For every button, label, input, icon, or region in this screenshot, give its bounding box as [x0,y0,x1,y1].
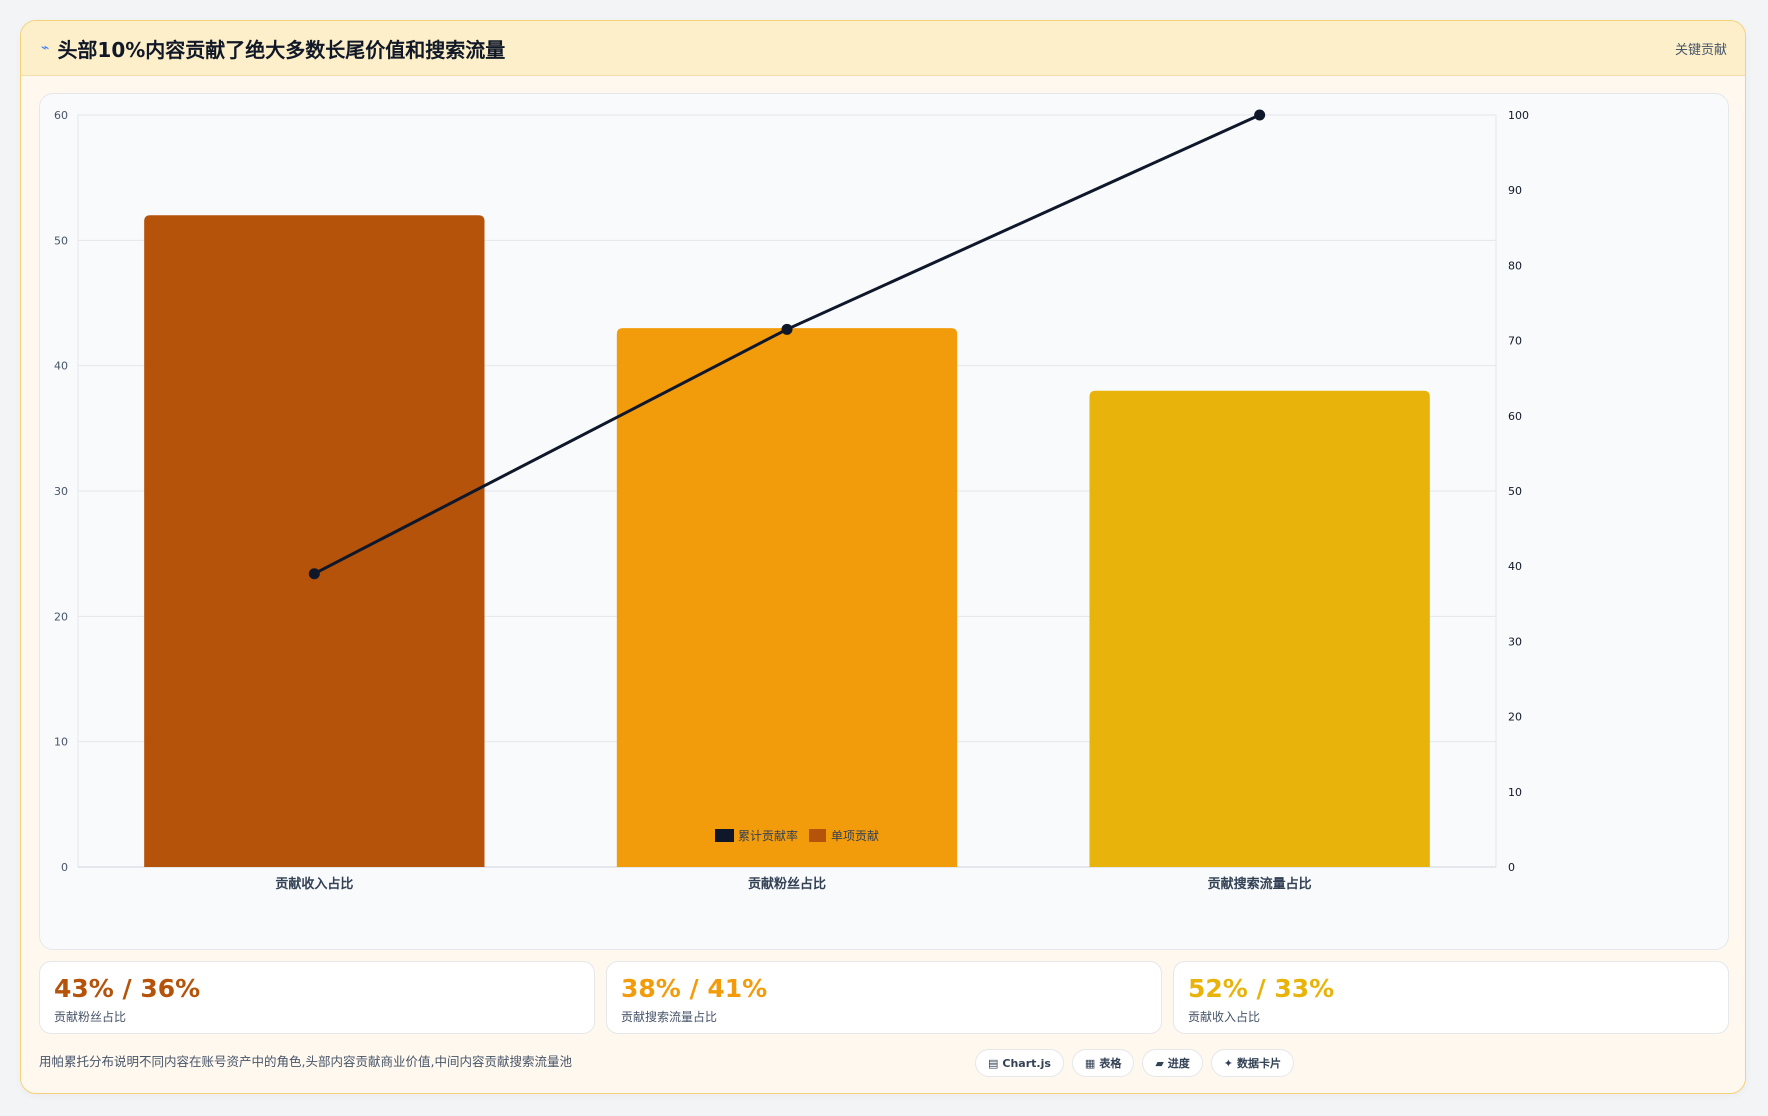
report-card: ⌁ 头部10%内容贡献了绝大多数长尾价值和搜索流量 关键贡献 0 10 20 30 40… [20,20,1746,1094]
legend-label-single: 单项贡献 [831,828,879,843]
footer-note: 用帕累托分布说明不同内容在账号资产中的角色,头部内容贡献商业价值,中间内容贡献搜… [39,1054,572,1069]
chip-label: 进度 [1167,1057,1190,1070]
sparkle-icon: ✦ [1223,1056,1234,1070]
line-point-2 [781,323,793,335]
y2-tick-label: 90 [1508,184,1522,197]
x-tick-label: 贡献搜索流量占比 [1208,876,1312,892]
stat-label: 贡献搜索流量占比 [621,1010,718,1024]
x-tick-label: 贡献粉丝占比 [748,876,826,892]
legend-swatch-single [809,829,826,842]
y-tick-label: 30 [54,485,68,498]
line-point-1 [308,568,320,580]
table-icon: ▦ [1084,1056,1096,1070]
y-tick-label: 60 [54,109,68,122]
chip-label: Chart.js [1002,1056,1051,1070]
y2-tick-label: 0 [1508,861,1515,874]
chart-panel: 0 10 20 30 40 50 60 0 10 20 30 40 50 60 70 80 90 100 贡献收入占… [39,93,1729,950]
y2-tick-label: 50 [1508,485,1522,498]
legend-label-cumulative: 累计贡献率 [738,828,798,843]
bar-2 [616,328,958,867]
stat-label: 贡献粉丝占比 [54,1010,127,1024]
y2-tick-label: 60 [1508,410,1522,423]
y2-tick-label: 80 [1508,259,1522,272]
card-header: ⌁ 头部10%内容贡献了绝大多数长尾价值和搜索流量 关键贡献 [21,21,1745,76]
pareto-chart: 0 10 20 30 40 50 60 0 10 20 30 40 50 60 70 80 90 100 贡献收入占… [54,109,1529,892]
chip-data-card[interactable]: ✦ 数据卡片 [1210,1049,1295,1077]
chip-progress[interactable]: ▰ 进度 [1142,1049,1203,1077]
trend-icon: ⌁ [41,40,50,56]
chip-table[interactable]: ▦ 表格 [1071,1049,1135,1077]
line-point-3 [1254,109,1266,121]
progress-icon: ▰ [1155,1056,1164,1070]
chip-label: 表格 [1099,1057,1122,1070]
stat-value: 52% / 33% [1188,974,1335,1003]
y-tick-label: 40 [54,360,68,373]
chip-chartjs[interactable]: ▤ Chart.js [975,1049,1064,1077]
stat-card-2: 38% / 41% 贡献搜索流量占比 [606,961,1162,1034]
stat-card-3: 52% / 33% 贡献收入占比 [1173,961,1729,1034]
stat-value: 38% / 41% [621,974,768,1003]
stat-card-1: 43% / 36% 贡献粉丝占比 [39,961,595,1034]
bar-1 [144,215,485,867]
stat-value: 43% / 36% [54,974,201,1003]
stat-label: 贡献收入占比 [1188,1010,1261,1024]
card-title: 头部10%内容贡献了绝大多数长尾价值和搜索流量 [57,37,506,62]
y-tick-label: 0 [61,861,68,874]
y-tick-label: 20 [54,610,68,623]
x-tick-label: 贡献收入占比 [275,876,353,892]
y2-tick-label: 20 [1508,711,1522,724]
chart-icon: ▤ [988,1056,999,1070]
y2-tick-label: 30 [1508,635,1522,648]
chip-label: 数据卡片 [1237,1057,1282,1070]
chip-group: ▤ Chart.js ▦ 表格 ▰ 进度 ✦ 数据卡片 [975,1049,1295,1077]
title-wrap: ⌁ 头部10%内容贡献了绝大多数长尾价值和搜索流量 [41,34,505,63]
legend-swatch-cumulative [715,829,734,842]
bar-3 [1089,390,1430,867]
y2-tick-label: 100 [1508,109,1529,122]
y-tick-label: 10 [54,736,68,749]
y2-tick-label: 70 [1508,335,1522,348]
y2-tick-label: 40 [1508,560,1522,573]
header-tag: 关键贡献 [1674,42,1727,58]
y-tick-label: 50 [54,234,68,247]
y2-tick-label: 10 [1508,786,1522,799]
